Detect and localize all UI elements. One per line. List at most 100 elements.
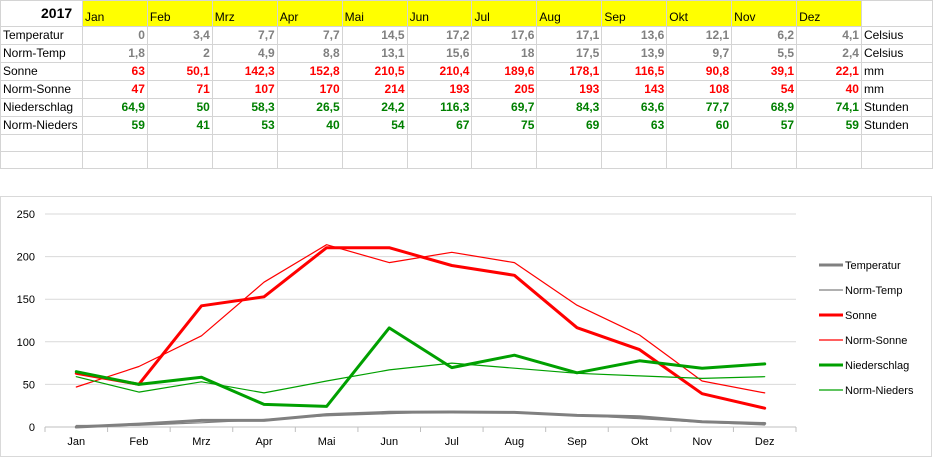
value-cell[interactable]: 90,8	[666, 62, 733, 81]
month-header-aug[interactable]: Aug	[536, 0, 603, 27]
empty-cell[interactable]	[146, 134, 213, 152]
row-label[interactable]: Norm-Temp	[0, 44, 83, 63]
empty-cell[interactable]	[406, 134, 473, 152]
empty-cell[interactable]	[0, 134, 83, 152]
value-cell[interactable]: 1,8	[81, 44, 148, 63]
value-cell[interactable]: 3,4	[146, 26, 213, 45]
value-cell[interactable]: 108	[666, 80, 733, 99]
empty-cell[interactable]	[341, 134, 408, 152]
unit-cell[interactable]: Stunden	[860, 116, 933, 135]
value-cell[interactable]: 107	[211, 80, 278, 99]
unit-cell[interactable]: mm	[860, 80, 933, 99]
empty-cell[interactable]	[471, 151, 538, 169]
empty-cell[interactable]	[406, 151, 473, 169]
row-label[interactable]: Norm-Nieders	[0, 116, 83, 135]
value-cell[interactable]: 214	[341, 80, 408, 99]
legend-entry[interactable]: Norm-Temp	[845, 285, 902, 297]
value-cell[interactable]: 13,6	[601, 26, 668, 45]
empty-cell[interactable]	[666, 134, 733, 152]
value-cell[interactable]: 63,6	[601, 98, 668, 117]
value-cell[interactable]: 54	[731, 80, 798, 99]
value-cell[interactable]: 53	[211, 116, 278, 135]
value-cell[interactable]: 26,5	[276, 98, 343, 117]
value-cell[interactable]: 69,7	[471, 98, 538, 117]
value-cell[interactable]: 17,2	[406, 26, 473, 45]
row-label[interactable]: Sonne	[0, 62, 83, 81]
value-cell[interactable]: 40	[276, 116, 343, 135]
series-line-sonne[interactable]	[74, 246, 767, 410]
value-cell[interactable]: 71	[146, 80, 213, 99]
value-cell[interactable]: 189,6	[471, 62, 538, 81]
value-cell[interactable]: 17,1	[536, 26, 603, 45]
value-cell[interactable]: 63	[81, 62, 148, 81]
value-cell[interactable]: 18	[471, 44, 538, 63]
value-cell[interactable]: 68,9	[731, 98, 798, 117]
series-line-niederschlag[interactable]	[74, 326, 767, 408]
value-cell[interactable]: 142,3	[211, 62, 278, 81]
row-label[interactable]: Niederschlag	[0, 98, 83, 117]
empty-cell[interactable]	[471, 134, 538, 152]
unit-cell[interactable]: Celsius	[860, 44, 933, 63]
value-cell[interactable]: 47	[81, 80, 148, 99]
empty-cell[interactable]	[601, 151, 668, 169]
value-cell[interactable]: 193	[536, 80, 603, 99]
value-cell[interactable]: 143	[601, 80, 668, 99]
value-cell[interactable]: 69	[536, 116, 603, 135]
empty-cell[interactable]	[536, 151, 603, 169]
unit-cell[interactable]: Celsius	[860, 26, 933, 45]
value-cell[interactable]: 77,7	[666, 98, 733, 117]
empty-cell[interactable]	[81, 134, 148, 152]
month-header-jun[interactable]: Jun	[406, 0, 473, 27]
empty-cell[interactable]	[860, 151, 933, 169]
unit-cell[interactable]: mm	[860, 62, 933, 81]
empty-cell[interactable]	[860, 134, 933, 152]
empty-cell[interactable]	[81, 151, 148, 169]
value-cell[interactable]: 50,1	[146, 62, 213, 81]
unit-cell[interactable]: Stunden	[860, 98, 933, 117]
month-header-nov[interactable]: Nov	[731, 0, 798, 27]
empty-cell[interactable]	[146, 151, 213, 169]
row-label[interactable]: Temperatur	[0, 26, 83, 45]
value-cell[interactable]: 13,9	[601, 44, 668, 63]
value-cell[interactable]: 14,5	[341, 26, 408, 45]
value-cell[interactable]: 64,9	[81, 98, 148, 117]
value-cell[interactable]: 39,1	[731, 62, 798, 81]
value-cell[interactable]: 178,1	[536, 62, 603, 81]
value-cell[interactable]: 12,1	[666, 26, 733, 45]
value-cell[interactable]: 54	[341, 116, 408, 135]
value-cell[interactable]: 67	[406, 116, 473, 135]
value-cell[interactable]: 8,8	[276, 44, 343, 63]
value-cell[interactable]: 9,7	[666, 44, 733, 63]
value-cell[interactable]: 24,2	[341, 98, 408, 117]
value-cell[interactable]: 15,6	[406, 44, 473, 63]
month-header-jan[interactable]: Jan	[81, 0, 148, 27]
empty-cell[interactable]	[731, 151, 798, 169]
empty-cell[interactable]	[0, 151, 83, 169]
value-cell[interactable]: 2	[146, 44, 213, 63]
value-cell[interactable]: 50	[146, 98, 213, 117]
value-cell[interactable]: 17,5	[536, 44, 603, 63]
month-header-mai[interactable]: Mai	[341, 0, 408, 27]
empty-cell[interactable]	[731, 134, 798, 152]
value-cell[interactable]: 75	[471, 116, 538, 135]
legend-entry[interactable]: Norm-Sonne	[845, 335, 907, 347]
empty-cell[interactable]	[211, 151, 278, 169]
empty-cell[interactable]	[276, 151, 343, 169]
chart-area[interactable]: 0 50 100 150 200 250 Jan Feb Mrz Apr Mai Jun Jul Aug S…	[0, 196, 932, 457]
month-header-jul[interactable]: Jul	[471, 0, 538, 27]
legend-entry[interactable]: Temperatur	[845, 260, 901, 272]
value-cell[interactable]: 0	[81, 26, 148, 45]
empty-cell[interactable]	[341, 151, 408, 169]
empty-cell[interactable]	[536, 134, 603, 152]
value-cell[interactable]: 60	[666, 116, 733, 135]
series-line-norm-sonne[interactable]	[75, 244, 766, 394]
year-cell[interactable]: 2017	[0, 0, 83, 27]
month-header-mrz[interactable]: Mrz	[211, 0, 278, 27]
series-line-norm-nieders[interactable]	[75, 362, 766, 394]
value-cell[interactable]: 84,3	[536, 98, 603, 117]
series-line-norm-temp[interactable]	[75, 411, 766, 427]
legend-entry[interactable]: Sonne	[845, 310, 877, 322]
value-cell[interactable]: 4,9	[211, 44, 278, 63]
value-cell[interactable]: 58,3	[211, 98, 278, 117]
value-cell[interactable]: 41	[146, 116, 213, 135]
